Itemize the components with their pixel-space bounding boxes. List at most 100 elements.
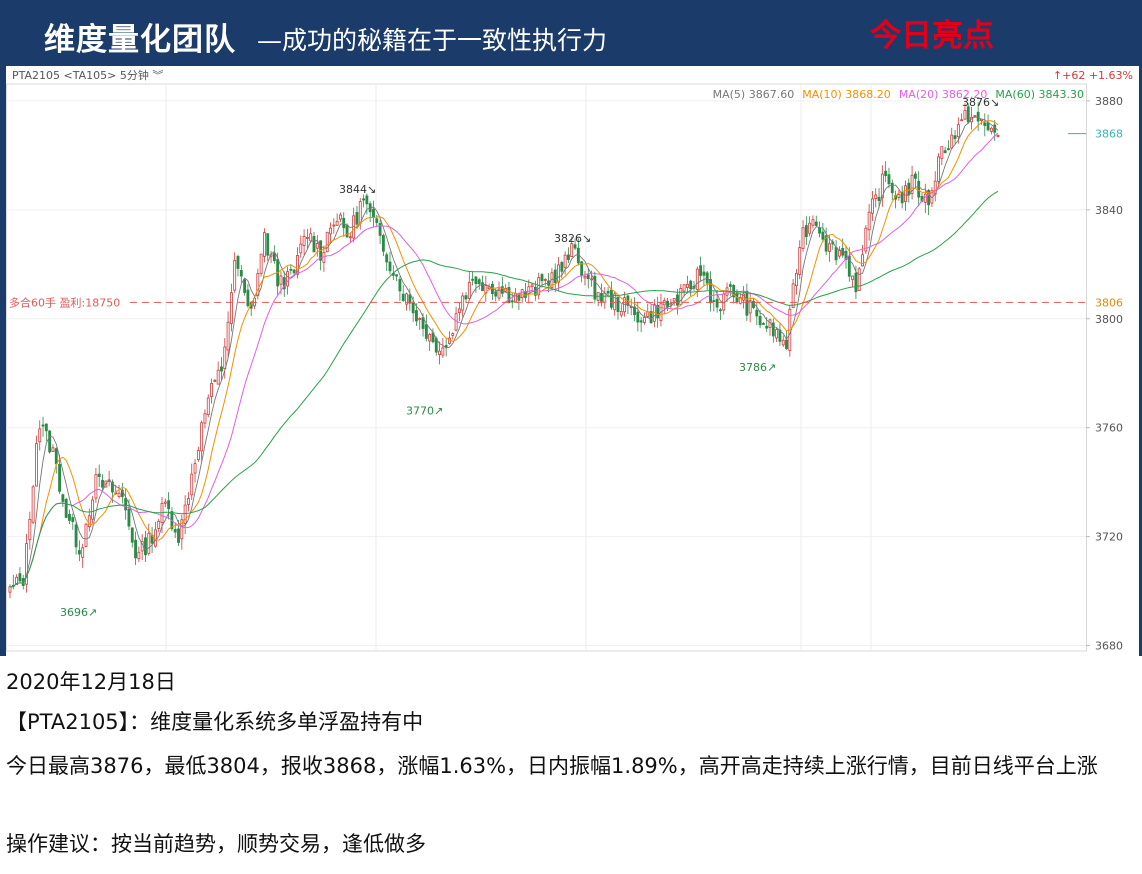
ma-line-5 [9, 116, 999, 588]
candle-body [163, 501, 167, 504]
candle-body [236, 256, 240, 269]
candle-body [904, 185, 907, 203]
candle-body [689, 280, 693, 290]
candle-body [405, 293, 408, 305]
candle-body [966, 106, 970, 123]
candle-body [560, 261, 564, 272]
candle-body [64, 498, 68, 518]
candle-body [362, 198, 365, 201]
candle-body [315, 243, 319, 249]
candle-body [669, 302, 673, 306]
candle-body [897, 194, 901, 198]
candle-body [828, 243, 831, 252]
candle-body [814, 221, 818, 226]
candle-body [798, 247, 802, 275]
candle-body [765, 325, 769, 329]
candle-body [282, 277, 286, 290]
candle-body [259, 253, 263, 274]
candle-body [84, 523, 88, 547]
candle-body [570, 243, 574, 257]
candle-body [600, 293, 603, 302]
candle-body [124, 498, 128, 511]
candle-body [593, 275, 597, 300]
candle-body [229, 292, 233, 324]
chart-panel: 3680 3720 3760 3800 3840 3880 MA(60) 3843.30 M… [6, 66, 1139, 656]
y-tick-label: 3720 [1095, 531, 1123, 544]
candle-body [177, 528, 180, 543]
candle-body [963, 110, 967, 120]
candle-body [943, 150, 947, 154]
candle-body [263, 232, 266, 257]
candle-body [385, 254, 389, 263]
candle-body [563, 254, 567, 268]
annotations: 多合60手 盈利:18750 3806 3868 3696↗ 3844↘ 3770↗ 382… [9, 96, 1128, 619]
candle-body [111, 481, 114, 493]
symbol-label[interactable]: PTA2105 <TA105> 5分钟 ︾ [12, 68, 163, 82]
position-price-bg [1088, 294, 1128, 311]
candle-body [481, 282, 484, 291]
candle-body [510, 300, 514, 303]
candle-body [339, 214, 342, 220]
candle-body [808, 222, 812, 234]
candle-body [180, 519, 184, 540]
candle-body [58, 464, 61, 492]
moving-averages: MA(60) 3843.30 MA(20) 3862.20 MA(10) 3868.… [9, 88, 1084, 588]
candle-body [867, 211, 871, 231]
candle-body [461, 295, 465, 311]
candle-body [279, 275, 283, 285]
candle-body [719, 309, 722, 312]
ma-legend-item: MA(20) 3862.20 [899, 88, 988, 101]
candle-body [851, 275, 855, 281]
candle-body [18, 573, 22, 582]
candle-body [477, 279, 481, 285]
candle-body [378, 223, 382, 236]
candle-body [147, 532, 151, 554]
candle-body [702, 271, 706, 276]
candle-body [656, 304, 660, 319]
header-banner: 维度量化团队 —成功的秘籍在于一致性执行力 今日亮点 [0, 0, 1142, 66]
candle-body [947, 148, 950, 151]
candle-body [877, 196, 881, 202]
candle-body [299, 243, 303, 254]
candle-body [676, 294, 679, 306]
candle-body [715, 298, 719, 308]
candle-body [101, 479, 104, 488]
candle-body [223, 346, 227, 370]
candle-body [986, 122, 990, 131]
candle-body [834, 247, 838, 261]
candle-body [81, 547, 85, 558]
candle-body [398, 279, 402, 292]
candle-body [795, 272, 798, 287]
ma-line-20 [9, 132, 999, 588]
candle-body [884, 170, 888, 176]
candle-body [553, 269, 557, 283]
y-tick-label: 3760 [1095, 422, 1123, 435]
candle-body [976, 111, 980, 122]
trading-advice: 操作建议：按当前趋势，顺势交易，逢低做多 [6, 832, 426, 856]
candle-body [712, 300, 716, 302]
candle-body [438, 350, 441, 355]
candle-body [411, 302, 415, 314]
candle-body [117, 492, 121, 498]
ma-legend-item: MA(10) 3868.20 [802, 88, 891, 101]
candle-body [586, 274, 590, 280]
candle-body [639, 320, 643, 323]
candle-body [603, 292, 607, 303]
candle-body [804, 225, 808, 238]
candle-body [48, 430, 52, 453]
candle-body [203, 413, 207, 424]
candle-body [520, 289, 524, 298]
candle-body [917, 180, 921, 198]
change-label: ↑+62 +1.63% [1053, 69, 1133, 82]
candle-body [187, 498, 190, 505]
candle-body [246, 289, 250, 307]
candle-body [408, 294, 412, 304]
candle-body [871, 198, 874, 214]
candle-body [940, 146, 944, 159]
candle-body [137, 551, 141, 560]
candle-body [130, 527, 134, 543]
candle-body [824, 235, 828, 252]
candle-body [821, 231, 825, 240]
y-axis: 3680 3720 3760 3800 3840 3880 [1086, 95, 1123, 653]
